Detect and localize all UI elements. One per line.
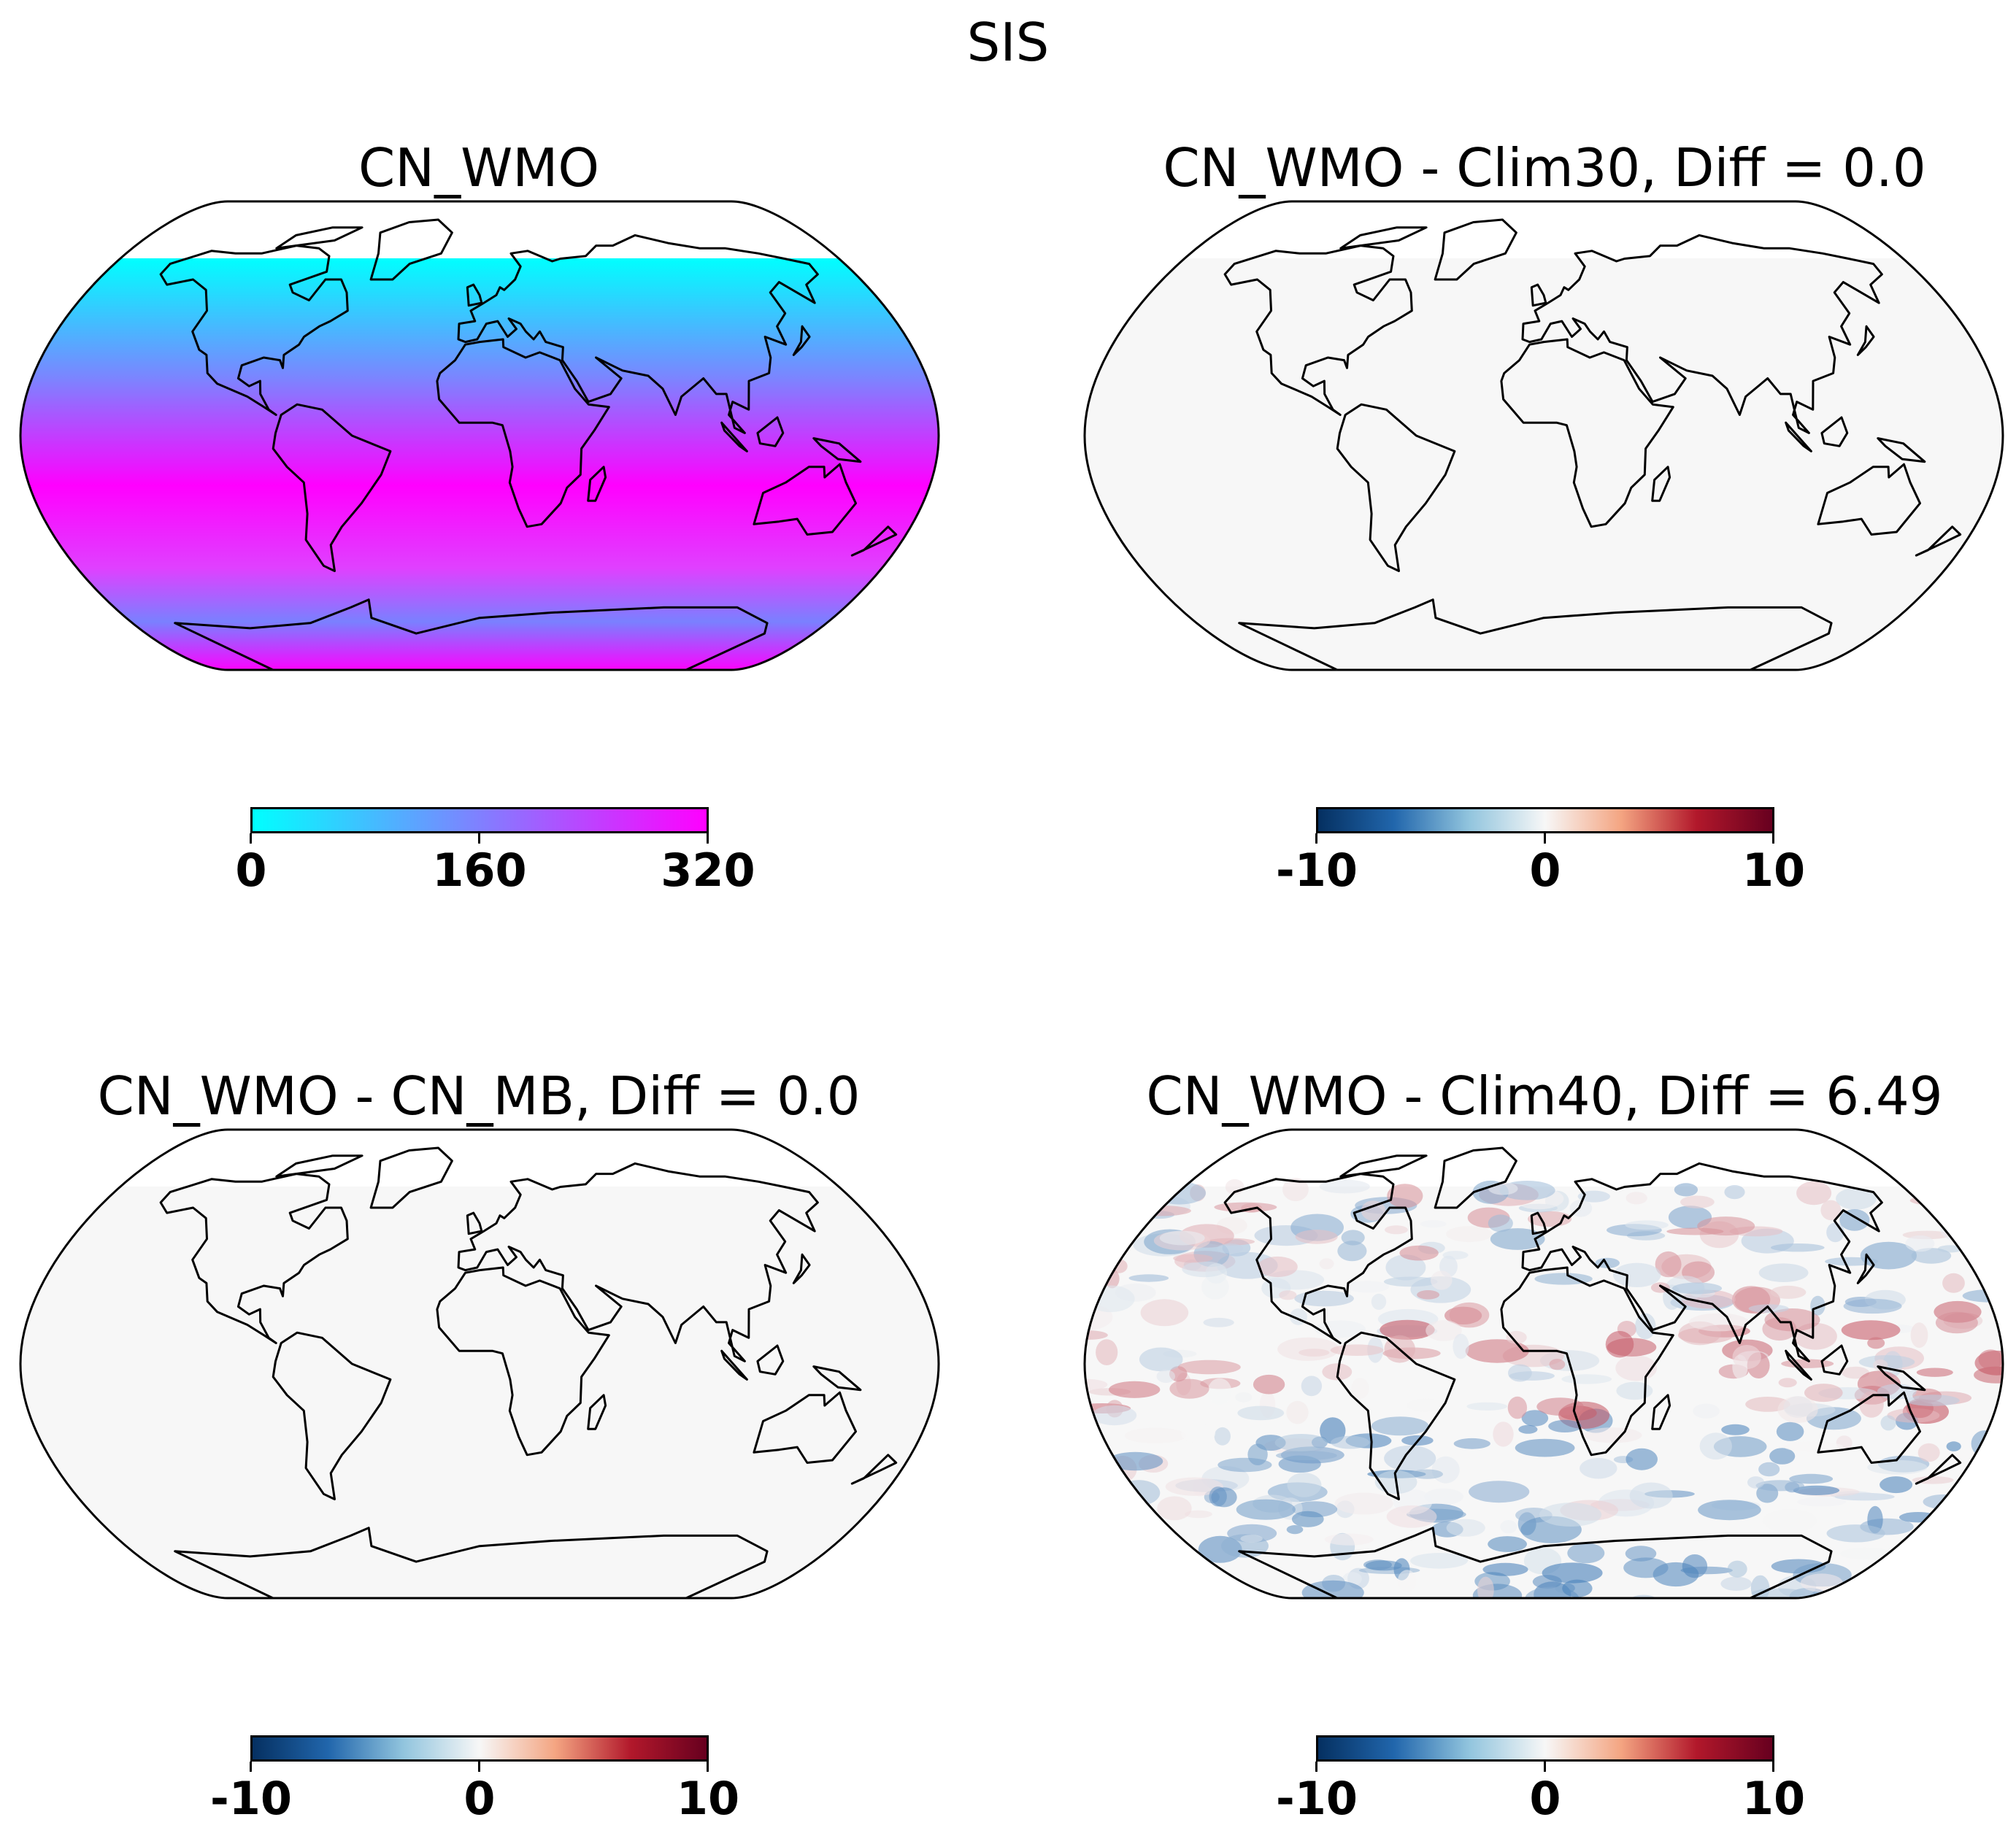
coastline-eurasia: [457, 1162, 819, 1362]
map-panel-diff-cn-mb: [19, 1128, 940, 1600]
map-frame: [1083, 200, 2004, 671]
coastline-antarctica: [1238, 598, 1833, 670]
map-panel-diff-clim40: [1083, 1128, 2004, 1600]
coastline-new-zealand: [1915, 525, 1962, 557]
coastline-africa: [436, 1266, 610, 1457]
colorbar-panel-2: [1316, 807, 1774, 833]
irradiance-field: [20, 258, 939, 670]
colorbar-2-tick-low: -10: [1275, 844, 1358, 897]
coastline-arctic-islands: [275, 226, 363, 250]
coastline-antarctica: [1238, 1527, 1833, 1598]
coastline-madagascar: [587, 1394, 607, 1430]
colorbar-panel-3: [250, 1735, 709, 1762]
map-panel-diff-clim30: [1083, 200, 2004, 671]
coastline-africa: [1500, 1266, 1674, 1457]
colorbar-2-tick-mid: 0: [1529, 844, 1561, 897]
coastline-australia: [1817, 1391, 1921, 1464]
coastline-greenland: [369, 1146, 453, 1209]
coastline-australia: [753, 463, 857, 536]
coastline-greenland: [369, 218, 453, 281]
coastline-uk: [1530, 283, 1547, 307]
coastline-new-zealand: [1915, 1454, 1962, 1485]
colorbar-1-tick-low: 0: [235, 844, 267, 897]
colorbar-1-tick-mid: 160: [432, 844, 527, 897]
coastline-arctic-islands: [275, 1154, 363, 1178]
difference-field: [1085, 258, 2003, 670]
coastline-borneo: [1820, 416, 1849, 447]
coastline-south-america: [272, 1331, 392, 1500]
coastline-arctic-islands: [1339, 1154, 1428, 1178]
map-frame: [19, 1128, 940, 1600]
map-panel-cn-wmo: [19, 200, 940, 671]
coastline-south-america: [1336, 1331, 1456, 1500]
coastline-arctic-islands: [1339, 226, 1428, 250]
coastline-africa: [436, 338, 610, 528]
coastline-north-america: [1223, 1173, 1413, 1344]
colorbar-1-tick-high: 320: [661, 844, 755, 897]
colorbar-4-tick-low: -10: [1275, 1772, 1358, 1825]
coastline-japan: [792, 325, 811, 356]
coastline-new-zealand: [850, 525, 898, 557]
coastline-japan: [1856, 325, 1875, 356]
colorbar-4-tick-high: 10: [1742, 1772, 1806, 1825]
coastline-north-america: [159, 1173, 349, 1344]
coastline-south-america: [1336, 403, 1456, 572]
coastline-new-zealand: [850, 1454, 898, 1485]
coastline-north-america: [159, 244, 349, 416]
panel-3-title: CN_WMO - CN_MB, Diff = 0.0: [97, 1065, 861, 1127]
coastline-uk: [466, 1211, 483, 1235]
coastline-uk: [1530, 1211, 1547, 1235]
coastline-eurasia: [1521, 1162, 1883, 1362]
colorbar-2-tick-high: 10: [1742, 844, 1806, 897]
colorbar-4-tick-mid: 0: [1529, 1772, 1561, 1825]
coastline-africa: [1500, 338, 1674, 528]
coastline-japan: [1856, 1253, 1875, 1284]
coastline-indonesia-sumatra: [720, 1349, 748, 1381]
figure-title: SIS: [966, 12, 1050, 73]
coastline-australia: [753, 1391, 857, 1464]
coastline-new-guinea: [812, 437, 862, 463]
coastline-new-guinea: [812, 1365, 862, 1392]
coastline-new-guinea: [1877, 1365, 1926, 1392]
coastline-madagascar: [1651, 466, 1671, 502]
coastline-greenland: [1434, 218, 1517, 281]
colorbar-panel-4: [1316, 1735, 1774, 1762]
coastline-antarctica: [174, 598, 769, 670]
colorbar-3-tick-mid: 0: [463, 1772, 496, 1825]
difference-field: [20, 1187, 939, 1598]
coastline-indonesia-sumatra: [1785, 421, 1812, 452]
coastline-greenland: [1434, 1146, 1517, 1209]
coastline-indonesia-sumatra: [1785, 1349, 1812, 1381]
panel-2-title: CN_WMO - Clim30, Diff = 0.0: [1163, 137, 1926, 198]
coastline-madagascar: [587, 466, 607, 502]
coastline-south-america: [272, 403, 392, 572]
colorbar-3-tick-high: 10: [676, 1772, 740, 1825]
coastline-australia: [1817, 463, 1921, 536]
coastline-antarctica: [174, 1527, 769, 1598]
coastline-indonesia-sumatra: [720, 421, 748, 452]
coastline-japan: [792, 1253, 811, 1284]
coastline-borneo: [756, 416, 785, 447]
coastline-uk: [466, 283, 483, 307]
panel-4-title: CN_WMO - Clim40, Diff = 6.49: [1146, 1065, 1943, 1127]
coastline-eurasia: [1521, 234, 1883, 434]
coastline-eurasia: [457, 234, 819, 434]
map-frame: [19, 200, 940, 671]
map-frame: [1083, 1128, 2004, 1600]
coastline-borneo: [1820, 1344, 1849, 1376]
coastline-madagascar: [1651, 1394, 1671, 1430]
coastline-new-guinea: [1877, 437, 1926, 463]
panel-1-title: CN_WMO: [358, 137, 600, 198]
colorbar-3-tick-low: -10: [209, 1772, 292, 1825]
coastline-borneo: [756, 1344, 785, 1376]
colorbar-panel-1: [250, 807, 709, 833]
coastline-north-america: [1223, 244, 1413, 416]
